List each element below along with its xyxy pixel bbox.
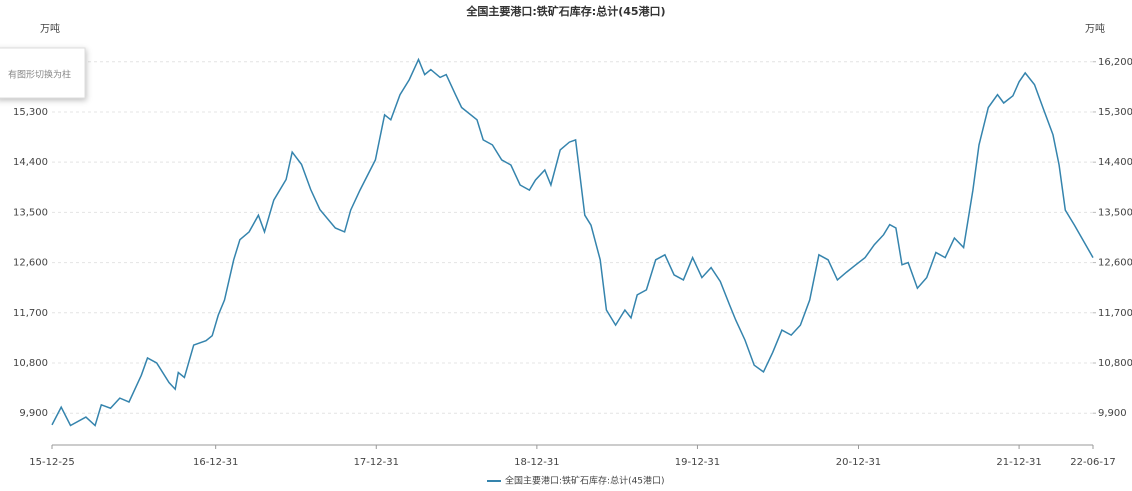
y-tick-label: 11,700 <box>13 308 48 319</box>
x-tick-label: 20-12-31 <box>836 457 881 468</box>
y2-tick-label: 15,300 <box>1098 107 1132 118</box>
y2-tick-label: 11,700 <box>1098 308 1132 319</box>
series-line <box>51 57 1094 427</box>
tooltip-text: 有图形切换为柱 <box>8 69 71 81</box>
y2-tick-label: 16,200 <box>1098 57 1132 68</box>
y-tick-label: 13,500 <box>13 207 48 218</box>
y-tick-label: 15,300 <box>13 107 48 118</box>
x-tick-label: 17-12-31 <box>354 457 399 468</box>
x-tick-label: 16-12-31 <box>193 457 238 468</box>
chart-title: 全国主要港口:铁矿石库存:总计(45港口) <box>465 4 665 18</box>
tooltip-box <box>0 47 86 99</box>
y2-tick-label: 9,900 <box>1098 408 1127 419</box>
y-tick-label: 14,400 <box>13 157 48 168</box>
y-unit: 万吨 <box>40 22 60 35</box>
toolbox-tooltip: 有图形切换为柱 <box>0 47 86 99</box>
y2-unit: 万吨 <box>1085 22 1105 35</box>
y2-tick-label: 10,800 <box>1098 358 1132 369</box>
y-tick-label: 9,900 <box>19 408 48 419</box>
y2-tick-label: 13,500 <box>1098 207 1132 218</box>
x-tick-label: 15-12-25 <box>29 457 74 468</box>
plot: 9,900 10,800 11,700 12,600 13,500 14,400 15,30… <box>13 57 1132 468</box>
legend-label: 全国主要港口:铁矿石库存:总计(45港口) <box>505 475 665 487</box>
y-tick-label: 12,600 <box>13 258 48 269</box>
x-tick-label: 19-12-31 <box>675 457 720 468</box>
x-tick-label: 22-06-17 <box>1070 457 1115 468</box>
y2-tick-label: 14,400 <box>1098 157 1132 168</box>
y2-tick-label: 12,600 <box>1098 258 1132 269</box>
x-tick-label: 21-12-31 <box>996 457 1041 468</box>
y-tick-label: 10,800 <box>13 358 48 369</box>
x-tick-label: 18-12-31 <box>514 457 559 468</box>
